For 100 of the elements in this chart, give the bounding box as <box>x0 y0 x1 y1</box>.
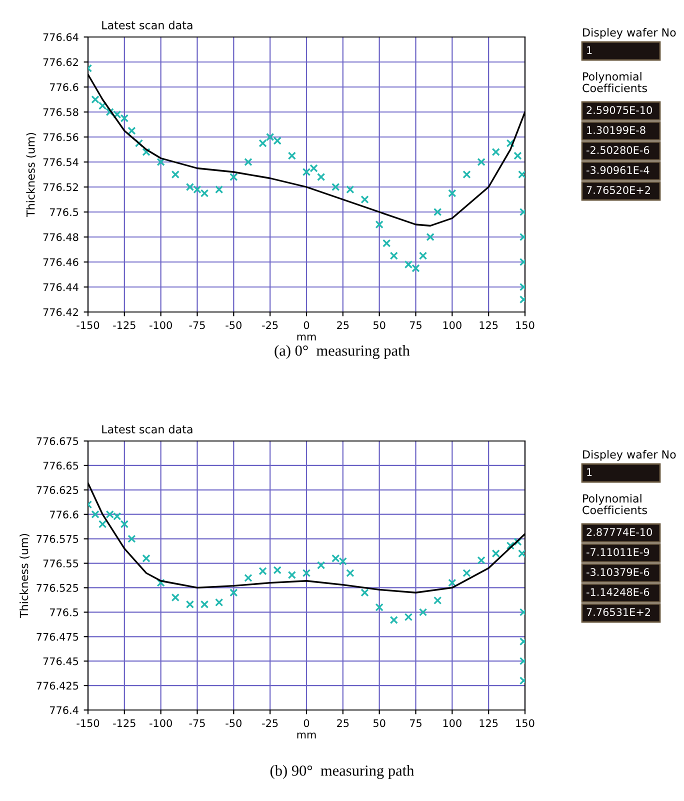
chart-title: Latest scan data <box>102 424 192 434</box>
point <box>302 568 311 578</box>
y-tick-label: 776.62 <box>43 58 78 66</box>
point <box>390 616 398 624</box>
text: -3.90961E-4 <box>586 166 650 174</box>
y-axis-title: Thickness (um) <box>20 534 30 618</box>
y-tick-label: 776.6 <box>50 83 78 92</box>
point <box>360 195 369 204</box>
point <box>375 220 384 229</box>
x-tick-label: 150 <box>516 719 534 728</box>
x-tick-label: -50 <box>226 719 242 728</box>
x-tick-label: 75 <box>410 719 422 728</box>
text: Displey wafer No <box>583 28 676 39</box>
point <box>316 172 326 182</box>
point <box>382 239 391 248</box>
point <box>434 596 442 605</box>
point <box>128 534 136 543</box>
y-tick-label: 776.675 <box>36 437 78 446</box>
x-tick-label: -150 <box>76 321 100 330</box>
x-tick-label: -150 <box>76 719 100 728</box>
point <box>477 158 486 166</box>
y-tick-label: 776.45 <box>43 657 78 666</box>
text: 1.30199E-8 <box>587 126 646 134</box>
x-tick-label: 125 <box>480 321 498 330</box>
point <box>230 588 238 597</box>
point <box>514 538 522 546</box>
point <box>434 208 442 216</box>
point <box>332 182 340 192</box>
point <box>518 549 525 558</box>
point <box>418 608 428 616</box>
point <box>200 600 209 608</box>
point <box>230 172 238 182</box>
text: 1 <box>587 46 592 54</box>
point <box>492 148 500 156</box>
text: 7.76520E+2 <box>586 186 650 194</box>
chart-title: Latest scan data <box>102 20 192 30</box>
x-tick-label: 125 <box>480 719 498 728</box>
x-tick-label: 0 <box>304 719 310 728</box>
x-tick-label: -100 <box>150 321 172 330</box>
text: Polynomial Coefficients <box>582 72 647 92</box>
text: -7.11011E-9 <box>586 548 650 556</box>
y-tick-label: 776.58 <box>43 108 78 116</box>
y-tick-label: 776.52 <box>43 183 78 192</box>
x-tick-label: -125 <box>113 719 136 728</box>
point <box>418 252 428 260</box>
y-tick-label: 776.48 <box>43 233 78 242</box>
y-tick-label: 776.625 <box>36 486 78 494</box>
point <box>200 189 209 198</box>
x-tick-label: 100 <box>443 321 462 330</box>
point <box>448 189 456 198</box>
point <box>258 139 267 148</box>
point <box>215 598 224 606</box>
text: 2.59075E-10 <box>586 106 652 114</box>
point <box>514 152 522 160</box>
x-tick-label: 75 <box>410 321 422 330</box>
x-tick-label: 25 <box>337 321 349 330</box>
x-tick-label: 100 <box>443 719 462 728</box>
point <box>91 95 100 104</box>
point <box>273 566 282 574</box>
x-tick-label: -75 <box>189 719 205 728</box>
point <box>156 158 165 166</box>
point <box>316 561 326 570</box>
point <box>171 593 180 602</box>
point <box>98 520 107 528</box>
y-tick-label: 776.5 <box>50 208 78 216</box>
x-tick-label: -25 <box>262 321 278 330</box>
point <box>462 568 471 578</box>
y-axis-title: Thickness (um) <box>26 132 36 218</box>
point <box>390 252 398 260</box>
x-tick-label: 50 <box>374 719 386 728</box>
y-tick-label: 776.525 <box>36 584 78 592</box>
point <box>404 260 413 269</box>
y-tick-label: 776.65 <box>43 462 78 470</box>
text: (a) 0° measuring path <box>274 345 410 359</box>
x-tick-label: -125 <box>113 321 136 330</box>
point <box>120 114 129 122</box>
point <box>426 232 434 242</box>
y-tick-label: 776.475 <box>36 632 78 641</box>
point <box>91 510 100 518</box>
x-tick-label: 50 <box>374 321 386 330</box>
text: (b) 90° measuring path <box>270 765 414 779</box>
point <box>258 567 267 576</box>
point <box>412 264 420 272</box>
point <box>518 170 525 179</box>
point <box>266 132 274 142</box>
point <box>302 168 311 176</box>
point <box>360 588 369 597</box>
text: Polynomial Coefficients <box>582 494 647 514</box>
y-tick-label: 776.55 <box>43 560 78 568</box>
point <box>492 549 500 558</box>
point <box>120 520 129 528</box>
y-tick-label: 776.46 <box>43 258 78 266</box>
x-axis-title: mm <box>297 334 316 340</box>
point <box>186 600 194 608</box>
y-tick-label: 776.54 <box>43 158 78 166</box>
y-tick-label: 776.42 <box>43 308 78 316</box>
point <box>128 126 136 135</box>
point <box>506 542 515 550</box>
text: 7.76531E+2 <box>586 608 650 616</box>
x-tick-label: -50 <box>226 321 242 330</box>
